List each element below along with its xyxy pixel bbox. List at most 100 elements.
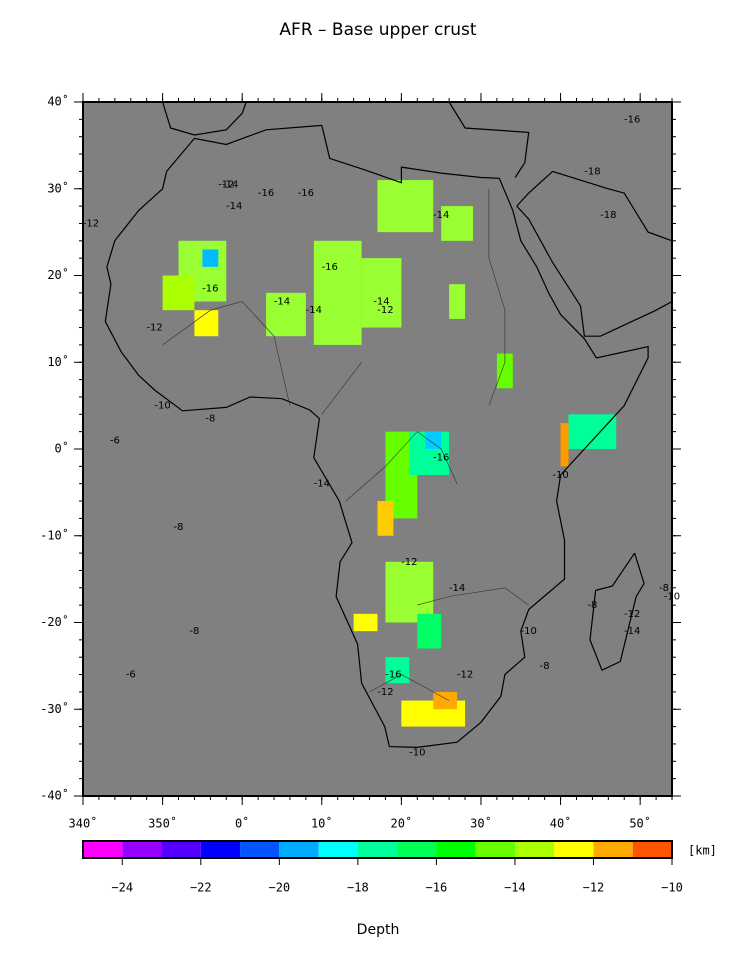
colorbar-swatch (122, 841, 162, 858)
lon-tick-label: 30˚ (470, 816, 492, 831)
depth-patch (496, 353, 513, 389)
depth-patch (353, 613, 378, 632)
lon-tick-label: 0˚ (235, 816, 249, 831)
lat-tick-label: 0˚ (55, 441, 69, 456)
lat-tick-label: 20˚ (47, 267, 69, 282)
colorbar-label: Depth (357, 922, 400, 938)
depth-patch (361, 258, 402, 328)
contour-label: -16 (258, 188, 274, 199)
colorbar-tick-label: −24 (111, 881, 133, 895)
contour-label: -14 (222, 179, 238, 190)
contour-label: -16 (322, 262, 338, 273)
colorbar-tick-label: −14 (504, 881, 526, 895)
colorbar-swatch (397, 841, 437, 858)
colorbar-tick-label: −18 (347, 881, 369, 895)
contour-label: -8 (205, 414, 215, 425)
contour-label: -10 (521, 626, 537, 637)
depth-patch (433, 691, 458, 710)
depth-patch (441, 206, 474, 241)
depth-patch (385, 657, 410, 684)
lon-tick-label: 340˚ (69, 816, 98, 831)
contour-label: -12 (218, 179, 234, 190)
coastline (104, 124, 649, 749)
river (417, 587, 529, 606)
contour-label: -12 (377, 305, 393, 316)
contour-label: -12 (377, 687, 393, 698)
lon-tick-label: 20˚ (391, 816, 413, 831)
contour-label: -6 (110, 435, 120, 446)
contour-label: -14 (624, 626, 640, 637)
lat-tick-label: -10˚ (40, 527, 69, 542)
depth-patch (266, 292, 306, 337)
colorbar-swatch (436, 841, 476, 858)
contour-label: -6 (126, 670, 136, 681)
contour-label: -14 (433, 210, 449, 221)
contour-label: -16 (624, 114, 640, 125)
contour-label: -18 (584, 166, 600, 177)
lon-tick-label: 10˚ (311, 816, 333, 831)
depth-patch (449, 284, 466, 319)
contour-label: -8 (174, 522, 184, 533)
colorbar-swatch (279, 841, 319, 858)
contour-label: -12 (83, 218, 99, 229)
contour-label: -14 (314, 479, 330, 490)
contour-label: -12 (624, 609, 640, 620)
colorbar-tick-label: −16 (426, 881, 448, 895)
contour-label: -16 (298, 188, 314, 199)
river (488, 188, 506, 406)
colorbar-unit: [km] (688, 844, 717, 858)
contour-label: -14 (226, 201, 242, 212)
colorbar-swatch (318, 841, 358, 858)
contour-label: -8 (540, 661, 550, 672)
contour-label: -14 (373, 297, 389, 308)
colorbar-swatch (554, 841, 594, 858)
contour-label: -8 (587, 600, 597, 611)
depth-patch (194, 310, 219, 337)
colorbar-tick-label: −12 (583, 881, 605, 895)
contour-label: -10 (409, 748, 425, 759)
colorbar-tick-label: −20 (268, 881, 290, 895)
lat-tick-label: -40˚ (40, 788, 69, 803)
colorbar-swatch (240, 841, 280, 858)
coastline (589, 552, 645, 672)
river (345, 431, 458, 502)
colorbar-tick-label: −10 (661, 881, 683, 895)
depth-patch (417, 613, 442, 649)
depth-patch (568, 414, 617, 449)
colorbar-border (82, 840, 673, 859)
contour-label: -8 (659, 583, 669, 594)
colorbar-swatch (514, 841, 555, 858)
depth-patch (425, 431, 442, 449)
contour-label: -16 (385, 670, 401, 681)
lon-tick-label: 50˚ (629, 816, 651, 831)
contour-label: -14 (449, 583, 465, 594)
colorbar-swatch (200, 841, 241, 858)
river (369, 674, 450, 701)
contour-label: -12 (401, 557, 417, 568)
lat-tick-label: -30˚ (40, 701, 69, 716)
lon-tick-label: 40˚ (550, 816, 572, 831)
contour-label: -12 (146, 323, 162, 334)
contour-label: -10 (552, 470, 568, 481)
coastline (162, 101, 247, 136)
coastline (448, 101, 530, 178)
contour-label: -14 (306, 305, 322, 316)
lat-tick-label: 30˚ (47, 180, 69, 195)
colorbar-swatch (632, 841, 672, 858)
contour-label: -12 (457, 670, 473, 681)
depth-patch (560, 422, 569, 467)
colorbar-swatch (83, 841, 123, 858)
lon-tick-label: 350˚ (148, 816, 177, 831)
river (321, 362, 362, 415)
depth-patch (377, 501, 394, 536)
colorbar-swatch (475, 841, 515, 858)
lat-tick-label: -20˚ (40, 614, 69, 629)
lat-tick-label: 40˚ (47, 94, 69, 109)
depth-patch (385, 561, 434, 623)
contour-label: -14 (274, 297, 290, 308)
colorbar-tick-label: −22 (190, 881, 212, 895)
colorbar-swatch (357, 841, 398, 858)
contour-label: -18 (600, 210, 616, 221)
depth-patch (313, 240, 362, 345)
